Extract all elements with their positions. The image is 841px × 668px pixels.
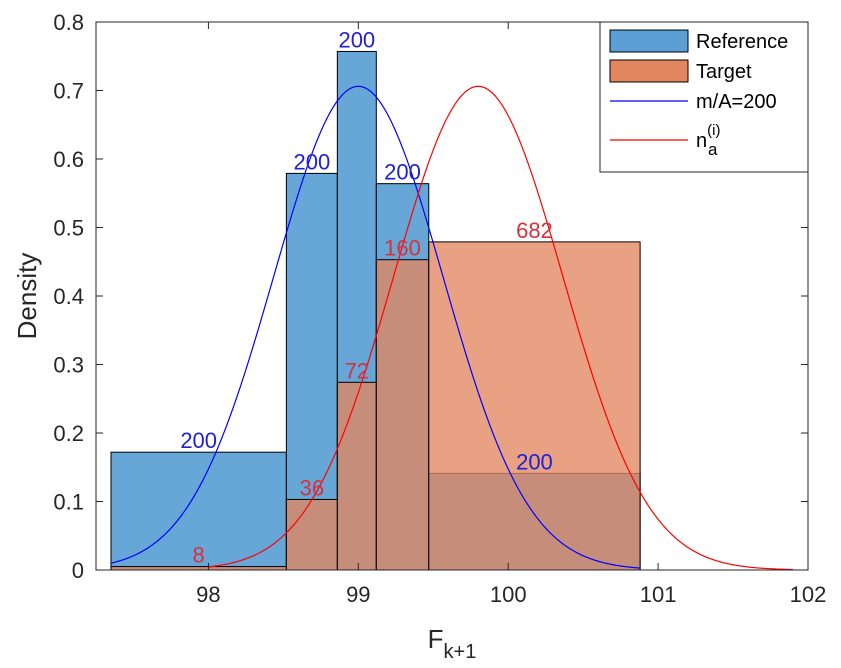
target-density-curve bbox=[208, 85, 794, 571]
legend-target-swatch bbox=[609, 59, 689, 83]
y-tick-label: 0.5 bbox=[53, 216, 84, 241]
target-bar bbox=[336, 381, 377, 571]
target-count-label: 36 bbox=[300, 475, 324, 500]
reference-count-label: 200 bbox=[293, 149, 330, 174]
target-count-label: 160 bbox=[384, 236, 421, 261]
legend-label-superscript: (i) bbox=[707, 122, 720, 139]
y-tick-label: 0.6 bbox=[53, 147, 84, 172]
reference-count-label: 200 bbox=[180, 428, 217, 453]
y-tick-label: 0.1 bbox=[53, 490, 84, 515]
reference-density-curve bbox=[110, 85, 641, 569]
target-bar bbox=[428, 241, 641, 571]
y-tick-label: 0 bbox=[72, 558, 84, 583]
legend-label: Target bbox=[696, 61, 752, 83]
reference-count-label: 200 bbox=[338, 27, 375, 52]
target-bar bbox=[285, 498, 338, 571]
x-tick-label: 102 bbox=[790, 582, 827, 607]
y-tick-label: 0.2 bbox=[53, 421, 84, 446]
target-count-label: 682 bbox=[516, 218, 553, 243]
reference-count-label: 200 bbox=[516, 449, 553, 474]
y-axis-label: Density bbox=[12, 253, 42, 340]
x-axis-label-subscript: k+1 bbox=[444, 641, 477, 663]
legend: Reference Target m/A=200 n(i) a bbox=[599, 21, 809, 173]
reference-bars-group bbox=[110, 241, 641, 571]
legend-label: n(i) a bbox=[696, 122, 720, 159]
legend-reference-swatch bbox=[609, 29, 689, 53]
legend-label-subscript: a bbox=[708, 140, 718, 159]
y-tick-label: 0.4 bbox=[53, 284, 84, 309]
y-tick-label: 0.8 bbox=[53, 10, 84, 35]
reference-bar bbox=[110, 451, 287, 571]
x-tick-label: 99 bbox=[346, 582, 370, 607]
x-tick-label: 98 bbox=[196, 582, 220, 607]
density-curves-group bbox=[110, 85, 794, 571]
target-count-label: 72 bbox=[345, 358, 369, 383]
y-tick-label: 0.7 bbox=[53, 79, 84, 104]
legend-label: m/A=200 bbox=[696, 91, 777, 113]
count-labels-group: 200 200 200 200 200 8 36 72 160 682 bbox=[180, 27, 552, 567]
y-tick-label: 0.3 bbox=[53, 353, 84, 378]
x-axis-label-base: F bbox=[428, 624, 444, 654]
reference-count-label: 200 bbox=[384, 160, 421, 185]
x-tick-label: 100 bbox=[490, 582, 527, 607]
x-tick-label: 101 bbox=[640, 582, 677, 607]
x-axis-label: Fk+1 bbox=[428, 624, 477, 663]
target-count-label: 8 bbox=[193, 543, 205, 568]
legend-label: Reference bbox=[696, 31, 788, 53]
target-bar bbox=[375, 259, 430, 571]
legend-label-base: n bbox=[696, 130, 707, 152]
